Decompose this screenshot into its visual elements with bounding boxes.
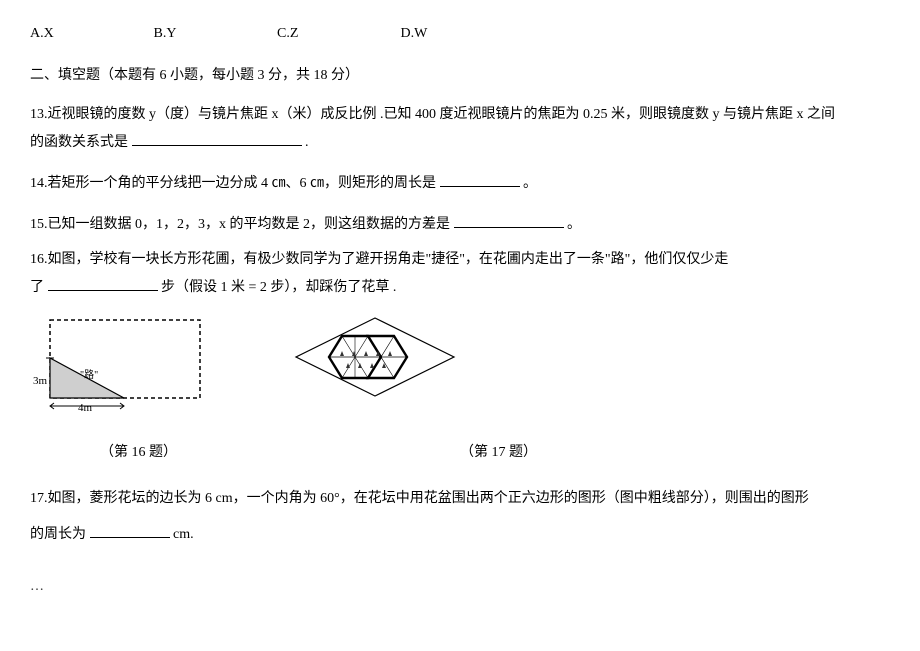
q16-line2b: 步（假设 1 米 = 2 步），却踩伤了花草 . <box>161 280 396 295</box>
fig16-4m-label: 4m <box>78 402 93 412</box>
q17-line1: 17.如图，菱形花坛的边长为 6 cm，一个内角为 60°，在花坛中用花盆围出两… <box>30 491 809 506</box>
q17-line2b: cm. <box>173 527 194 542</box>
q13-line2a: 的函数关系式是 <box>30 135 132 150</box>
option-b: B.Y <box>154 24 274 44</box>
option-c: C.Z <box>277 24 397 44</box>
caption-17: （第 17 题） <box>460 443 537 463</box>
figures-row: "路" 3m 4m <box>30 312 890 419</box>
fig16-3m-label: 3m <box>33 375 48 387</box>
question-13: 13.近视眼镜的度数 y（度）与镜片焦距 x（米）成反比例 .已知 400 度近… <box>30 101 890 157</box>
q13-line2b: . <box>305 135 309 150</box>
figure-17 <box>290 312 460 409</box>
q16-line1: 16.如图，学校有一块长方形花圃，有极少数同学为了避开拐角走"捷径"，在花圃内走… <box>30 252 728 267</box>
option-a: A.X <box>30 24 150 44</box>
q14-text: 14.若矩形一个角的平分线把一边分成 4 ㎝、6 ㎝，则矩形的周长是 <box>30 176 440 191</box>
section-header: 二、填空题（本题有 6 小题，每小题 3 分，共 18 分） <box>30 66 890 86</box>
figure-16-svg: "路" 3m 4m <box>30 312 210 412</box>
figure-captions: （第 16 题） （第 17 题） <box>30 443 890 463</box>
question-17: 17.如图，菱形花坛的边长为 6 cm，一个内角为 60°，在花坛中用花盆围出两… <box>30 481 890 554</box>
caption-16: （第 16 题） <box>100 443 420 463</box>
fig16-road-label: "路" <box>80 368 98 381</box>
q15-tail: 。 <box>567 217 581 232</box>
q15-text: 15.已知一组数据 0，1，2，3，x 的平均数是 2，则这组数据的方差是 <box>30 217 454 232</box>
question-14: 14.若矩形一个角的平分线把一边分成 4 ㎝、6 ㎝，则矩形的周长是 。 <box>30 173 890 194</box>
q14-blank <box>440 173 520 187</box>
answer-options-row: A.X B.Y C.Z D.W <box>30 24 890 44</box>
question-15: 15.已知一组数据 0，1，2，3，x 的平均数是 2，则这组数据的方差是 。 <box>30 214 890 235</box>
q16-line2a: 了 <box>30 280 44 295</box>
figure-16: "路" 3m 4m <box>30 312 210 419</box>
question-16: 16.如图，学校有一块长方形花圃，有极少数同学为了避开拐角走"捷径"，在花圃内走… <box>30 246 890 302</box>
figure-17-svg <box>290 312 460 402</box>
q13-blank <box>132 132 302 146</box>
option-d: D.W <box>401 24 428 44</box>
q14-tail: 。 <box>523 176 537 191</box>
q17-line2a: 的周长为 <box>30 527 90 542</box>
q13-line1: 13.近视眼镜的度数 y（度）与镜片焦距 x（米）成反比例 .已知 400 度近… <box>30 107 835 122</box>
ellipsis: … <box>30 577 890 597</box>
q15-blank <box>454 214 564 228</box>
q16-blank <box>48 277 158 291</box>
q17-blank <box>90 524 170 538</box>
